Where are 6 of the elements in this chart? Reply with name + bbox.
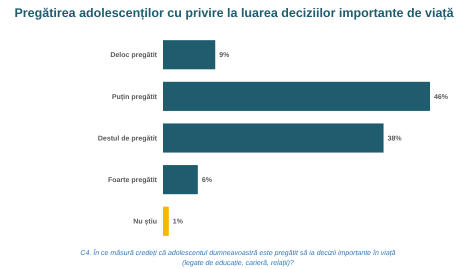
bar bbox=[163, 165, 198, 194]
chart-title: Pregătirea adolescenților cu privire la luarea deciziilor importante de viață bbox=[14, 6, 455, 20]
bar bbox=[163, 82, 430, 111]
bar bbox=[163, 40, 216, 70]
bar bbox=[163, 123, 384, 153]
bar bbox=[163, 206, 169, 236]
